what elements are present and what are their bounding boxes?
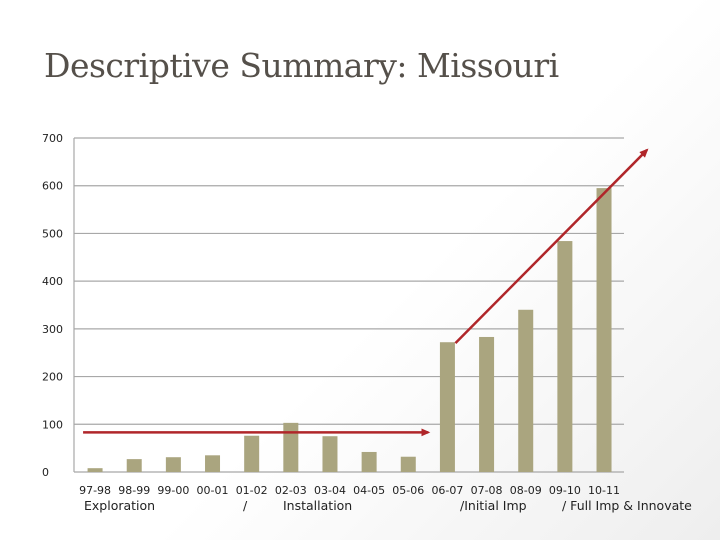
y-tick-label: 0 [42,466,49,479]
y-tick-label: 500 [42,227,63,240]
x-category-label: 99-00 [157,484,189,497]
trend-arrows [83,148,649,437]
bar-03-04 [322,436,338,472]
phase-label: /Initial Imp [460,498,527,513]
x-category-label: 07-08 [471,484,503,497]
x-category-label: 97-98 [79,484,111,497]
y-axis-tick-labels: 0 100 200 300 400 500 600 700 [42,132,63,479]
bar-02-03 [283,422,299,472]
x-category-label: 01-02 [236,484,268,497]
bar-01-02 [244,435,260,472]
bar-06-07 [439,342,455,472]
x-category-label: 04-05 [353,484,385,497]
x-category-label: 09-10 [549,484,581,497]
x-category-label: 03-04 [314,484,346,497]
phase-label: Exploration [84,498,155,513]
y-tick-label: 700 [42,132,63,145]
x-category-label: 98-99 [118,484,150,497]
bar-04-05 [361,451,377,472]
y-tick-label: 100 [42,418,63,431]
slide-title: Descriptive Summary: Missouri [44,46,559,85]
bar-08-09 [518,309,534,472]
y-tick-label: 200 [42,371,63,384]
x-category-label: 08-09 [510,484,542,497]
bar-10-11 [596,188,612,472]
bar-09-10 [557,241,573,472]
bar-07-08 [479,336,495,472]
y-tick-label: 300 [42,323,63,336]
y-tick-label: 600 [42,180,63,193]
x-category-label: 06-07 [431,484,463,497]
bar-99-00 [165,457,181,472]
x-category-label: 00-01 [197,484,229,497]
phase-label: / Full Imp & Innovate [562,498,692,513]
phase-label: / [243,498,248,513]
bar-97-98 [87,468,103,472]
bars [87,188,612,472]
gridlines [74,137,624,473]
x-category-label: 02-03 [275,484,307,497]
x-category-label: 05-06 [392,484,424,497]
bar-05-06 [400,456,416,472]
y-tick-label: 400 [42,275,63,288]
growth-trend-arrow [454,148,649,345]
bar-98-99 [126,459,142,472]
x-category-label: 10-11 [588,484,620,497]
bar-00-01 [205,455,221,472]
phase-label: Installation [283,498,352,513]
x-axis-category-labels: 97-98 98-99 99-00 00-01 01-02 02-03 03-04 04-05… [79,484,620,497]
phase-labels: Exploration / Installation/Initial Imp / Fu… [84,498,692,513]
